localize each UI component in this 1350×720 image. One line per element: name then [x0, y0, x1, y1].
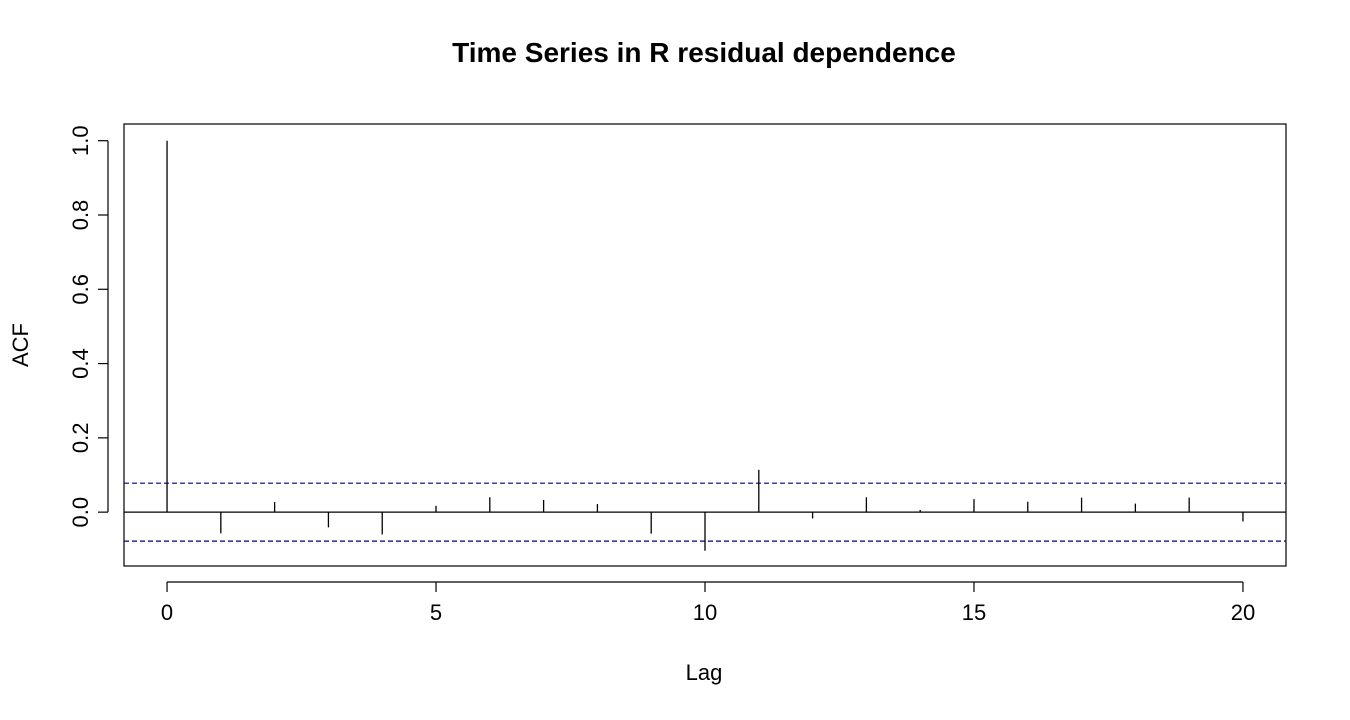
- y-tick-label-1: 0.2: [68, 423, 93, 454]
- x-tick-label-10: 10: [693, 600, 717, 625]
- y-tick-label-0: 0.0: [68, 497, 93, 528]
- plot-area: 0 5 10 15 20 0.0 0.2 0.4 0.6 0.8 1.0: [68, 123, 1287, 625]
- plot-frame: [123, 123, 1287, 567]
- x-tick-label-20: 20: [1231, 600, 1255, 625]
- y-tick-label-3: 0.6: [68, 274, 93, 305]
- x-tick-label-5: 5: [430, 600, 442, 625]
- y-tick-label-4: 0.8: [68, 200, 93, 231]
- y-tick-label-2: 0.4: [68, 348, 93, 379]
- y-axis-label: ACF: [8, 323, 33, 367]
- x-tick-label-0: 0: [161, 600, 173, 625]
- x-tick-label-15: 15: [962, 600, 986, 625]
- y-tick-label-5: 1.0: [68, 125, 93, 156]
- x-axis-label: Lag: [686, 660, 723, 685]
- chart-title: Time Series in R residual dependence: [452, 37, 956, 68]
